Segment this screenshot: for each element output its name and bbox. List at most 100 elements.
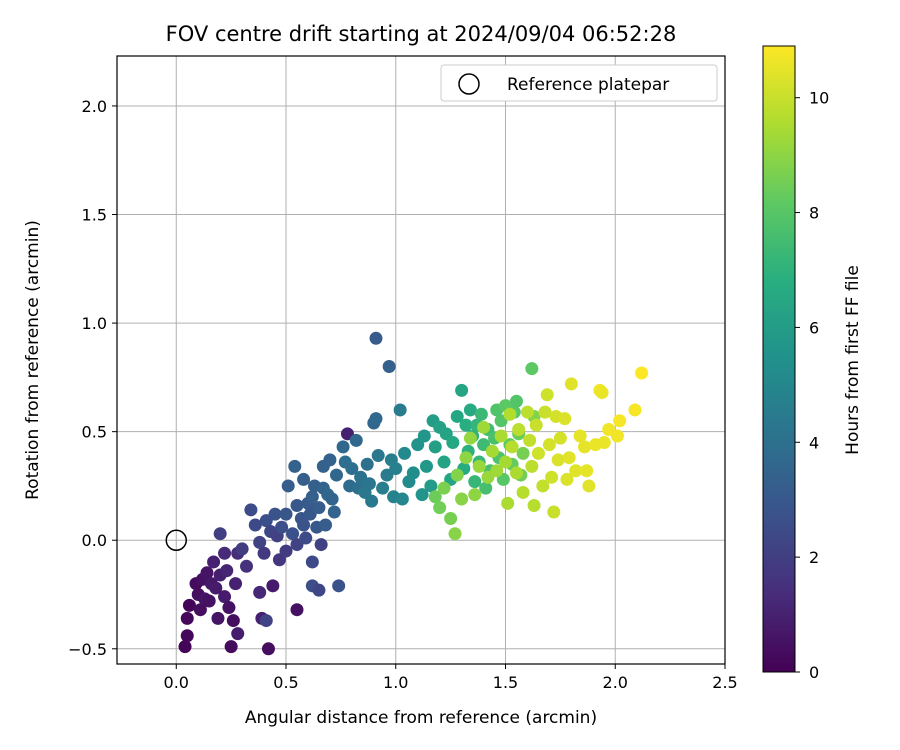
data-point [180,611,194,625]
data-point [419,459,433,473]
data-point [531,446,545,460]
data-point [362,477,376,491]
data-point [193,603,207,617]
data-point [231,627,245,641]
data-point [261,642,275,656]
legend: Reference platepar [440,64,718,102]
data-point [428,490,442,504]
data-point [349,433,363,447]
data-point [235,542,249,556]
data-point [448,527,462,541]
data-point [494,429,508,443]
data-point [369,412,383,426]
data-point [595,386,609,400]
y-tick-label: 1.5 [82,206,107,225]
data-point [279,507,293,521]
data-point [446,436,460,450]
data-point [578,440,592,454]
data-point [376,481,390,495]
data-point [406,466,420,480]
colorbar-label: Hours from first FF file [843,265,863,455]
data-point [520,405,534,419]
data-point [551,453,565,467]
data-point [560,472,574,486]
data-point [290,603,304,617]
data-point [312,583,326,597]
data-point [455,383,469,397]
data-point [222,601,236,615]
data-point [224,640,238,654]
plot-frame [116,55,726,665]
data-point [202,594,216,608]
data-point [485,444,499,458]
data-point [180,629,194,643]
data-point [259,614,273,628]
data-point [516,446,530,460]
colorbar-tick-label: 4 [809,433,819,452]
x-tick-label: 0.5 [273,673,298,692]
data-point [336,440,350,454]
colorbar-tick-label: 2 [809,548,819,567]
data-point [553,431,567,445]
data-point [200,566,214,580]
data-point [257,546,271,560]
data-point [569,464,583,478]
colorbar-tick-label: 0 [809,663,819,682]
data-point [365,494,379,508]
data-point [325,492,339,506]
data-point [477,420,491,434]
data-point [628,403,642,417]
data-points [178,331,649,656]
data-point [327,505,341,519]
data-point [382,360,396,374]
data-point [437,481,451,495]
data-point [512,422,526,436]
data-point [433,501,447,515]
data-point [371,449,385,463]
data-point [218,590,232,604]
x-axis-ticks: 0.0 0.5 1.0 1.5 2.0 2.5 [164,664,738,692]
data-point [218,546,232,560]
data-point [516,485,530,499]
data-point [509,394,523,408]
data-point [582,479,596,493]
data-point [332,579,346,593]
colorbar-tick-label: 6 [809,318,819,337]
data-point [444,512,458,526]
data-point [503,407,517,421]
data-point [360,457,374,471]
data-point [248,518,262,532]
data-point [479,481,493,495]
data-point [220,564,234,578]
colorbar-tick-label: 8 [809,204,819,223]
data-point [463,403,477,417]
x-tick-label: 0.0 [164,673,189,692]
data-point [501,496,515,510]
data-point [415,488,429,502]
data-point [527,498,541,512]
data-point [393,403,407,417]
data-point [525,362,539,376]
chart-title: FOV centre drift starting at 2024/09/04 … [166,22,677,46]
data-point [213,527,227,541]
legend-label: Reference platepar [507,75,669,95]
data-point [398,446,412,460]
data-point [505,440,519,454]
data-point [182,598,196,612]
x-axis-label: Angular distance from reference (arcmin) [245,708,597,728]
data-point [314,538,328,552]
x-tick-label: 1.0 [383,673,408,692]
data-point [490,464,504,478]
data-point [244,503,258,517]
data-point [209,581,223,595]
y-tick-label: −0.5 [68,640,107,659]
legend-reference-marker [458,73,480,95]
data-point [312,501,326,515]
data-point [450,409,464,423]
colorbar-tick-label: 10 [809,89,829,108]
reference-marker [165,529,188,551]
data-point [305,490,319,504]
data-point [323,453,337,467]
x-tick-label: 2.0 [603,673,628,692]
data-point [305,555,319,569]
